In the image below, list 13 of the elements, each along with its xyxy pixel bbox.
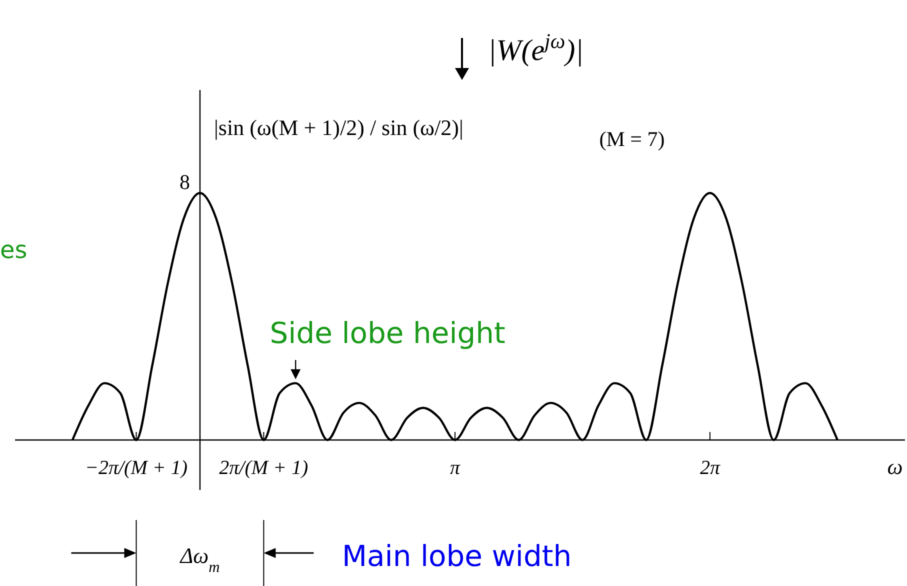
annotation: 8: [179, 170, 190, 194]
x-axis-title: ω: [887, 454, 903, 479]
text: Main lobe width: [342, 539, 572, 573]
x-tick-label: π: [450, 457, 461, 479]
x-tick-label: 2π: [700, 457, 721, 479]
text: |W(e$^{jω}$)|: [488, 29, 584, 67]
x-tick-label: 2π/(M + 1): [219, 457, 309, 479]
x-tick-label: −2π/(M + 1): [84, 457, 188, 479]
annotation: es: [0, 236, 28, 264]
text: Δω$_{m}$: [179, 543, 220, 576]
text: (M = 7): [599, 127, 665, 151]
text: |sin (ω(M + 1)/2) / sin (ω/2)|: [214, 115, 464, 140]
annotation: Side lobe height: [270, 316, 506, 350]
